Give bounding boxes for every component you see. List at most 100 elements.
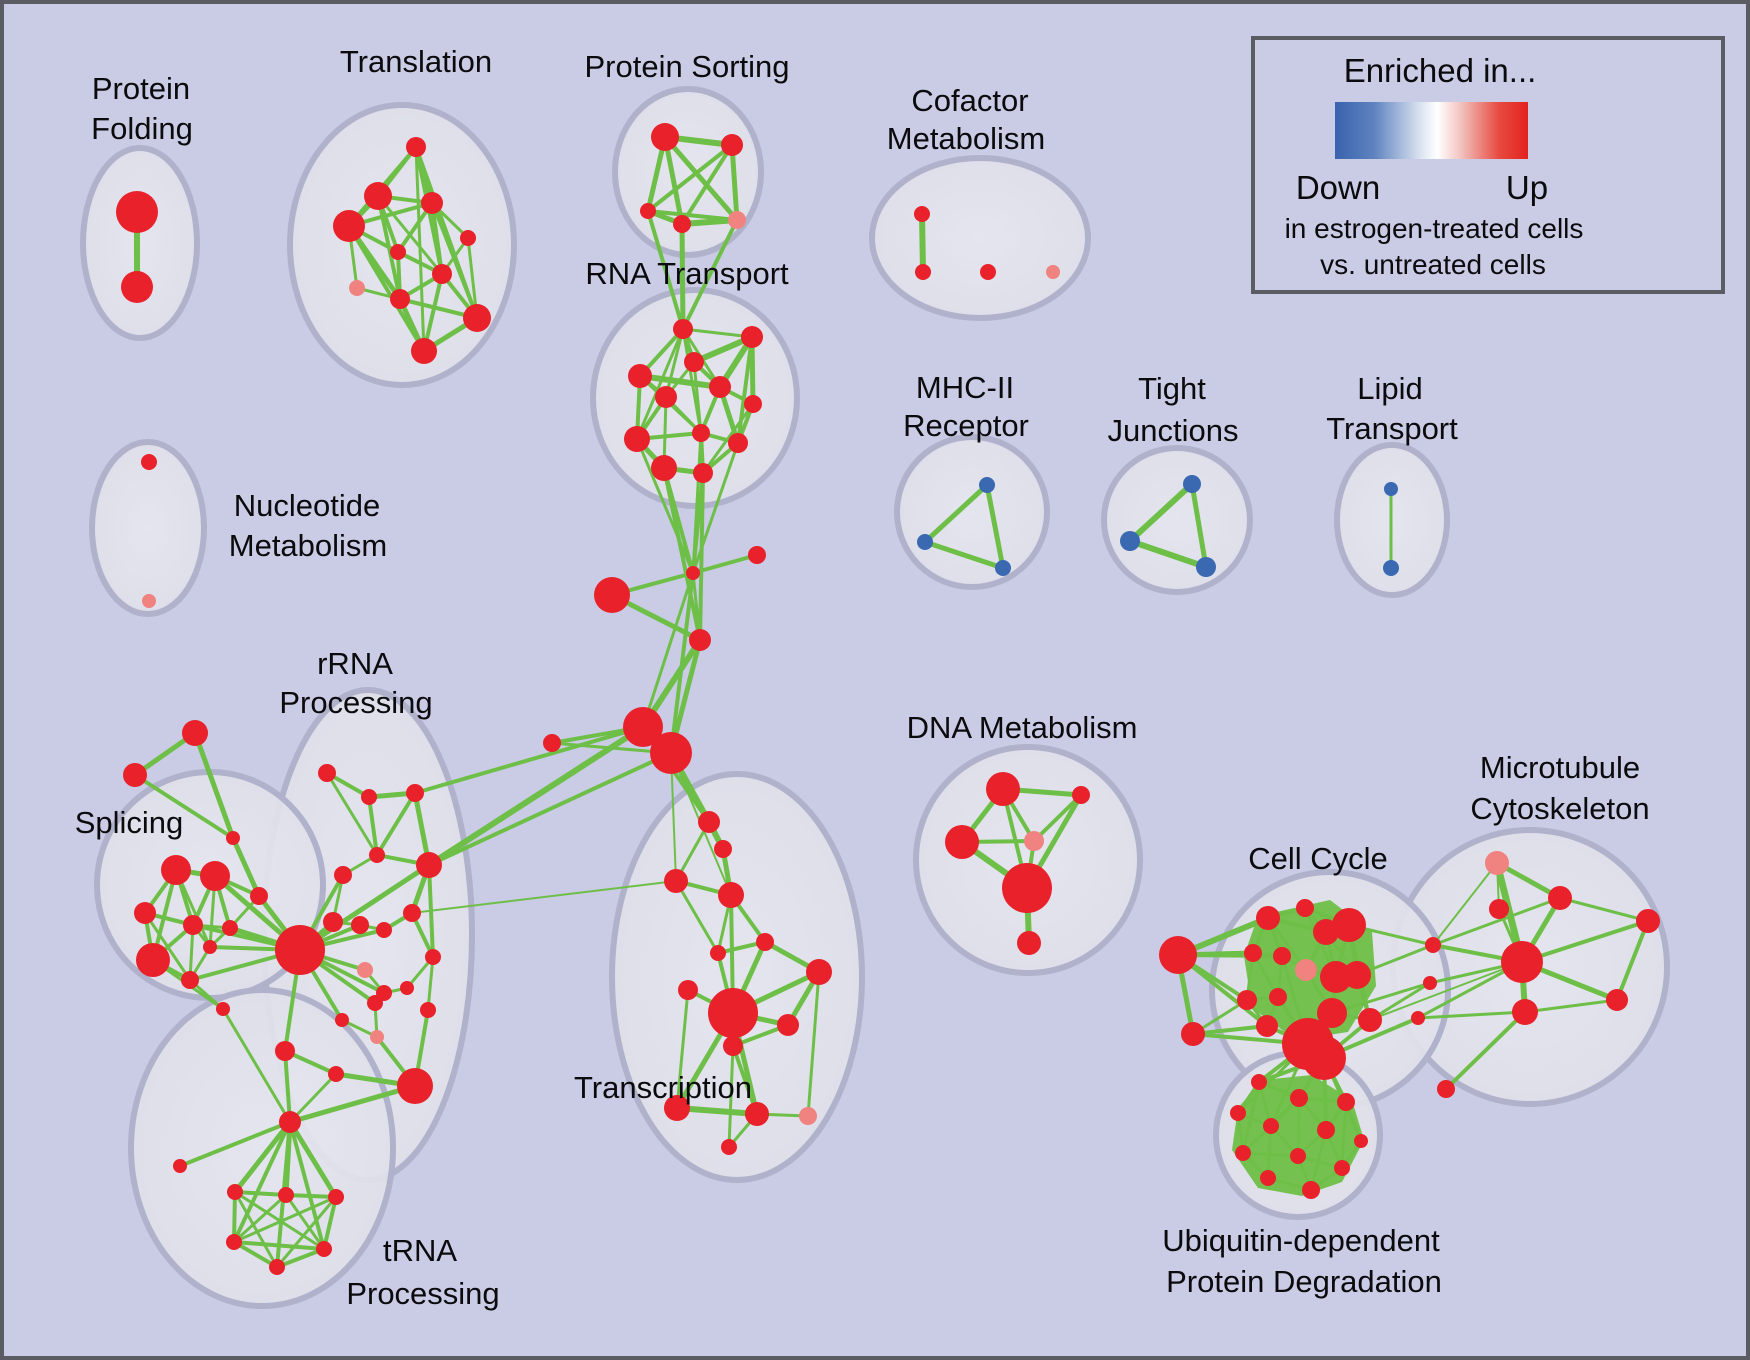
gene-set-node <box>182 720 208 746</box>
gene-set-node <box>278 1187 294 1203</box>
edge <box>1495 860 1562 901</box>
gene-set-node <box>1296 899 1314 917</box>
gene-set-node <box>226 1234 242 1250</box>
edge <box>427 724 645 868</box>
edge <box>646 143 734 213</box>
edge <box>221 1008 292 1123</box>
cluster-label-ubiquitin-protein-degradation: Ubiquitin-dependent <box>1162 1223 1440 1258</box>
cluster-dna-metabolism <box>913 744 1143 976</box>
gene-set-node <box>351 916 369 934</box>
edge <box>1331 981 1431 1015</box>
gene-set-node <box>390 244 406 260</box>
gene-set-node <box>1636 909 1660 933</box>
gene-set-node <box>123 763 147 787</box>
legend: Enriched in... Down Up in estrogen-treat… <box>1251 36 1725 294</box>
gene-set-node <box>357 962 373 978</box>
edge <box>1242 1151 1299 1158</box>
legend-up-label: Up <box>1506 169 1548 206</box>
edge <box>233 1195 337 1244</box>
gene-set-node <box>806 959 832 985</box>
gene-set-node <box>136 943 170 977</box>
edge <box>663 135 739 222</box>
gene-set-node <box>721 134 743 156</box>
edge <box>1432 862 1498 946</box>
gene-set-node <box>403 904 421 922</box>
gene-set-node <box>279 1111 301 1133</box>
gene-set-node <box>141 454 157 470</box>
gene-set-node <box>1302 1181 1320 1199</box>
cluster-label-protein-folding: Protein <box>92 71 190 106</box>
gene-set-node <box>200 861 230 891</box>
gene-set-node <box>116 191 158 233</box>
gene-set-node <box>1295 959 1317 981</box>
gene-set-node <box>1159 936 1197 974</box>
edge <box>347 224 426 353</box>
gene-set-node <box>1196 557 1216 577</box>
edge <box>288 1121 326 1250</box>
gene-set-node <box>678 980 698 1000</box>
gene-set-node <box>226 831 240 845</box>
gene-set-node <box>1244 944 1262 962</box>
edge <box>411 880 677 914</box>
legend-subtitle-line2: vs. untreated cells <box>1320 249 1546 280</box>
edge <box>428 751 672 867</box>
edge <box>322 1196 338 1250</box>
gene-set-node <box>1358 1008 1382 1032</box>
gene-set-node <box>361 789 377 805</box>
cluster-label-splicing: Splicing <box>75 805 184 840</box>
gene-set-node <box>721 1139 737 1155</box>
edge <box>422 273 444 352</box>
gene-set-node <box>1334 1160 1350 1176</box>
gene-set-node <box>1606 989 1628 1011</box>
edge <box>232 1121 292 1243</box>
gene-set-node <box>1183 475 1201 493</box>
gene-set-node <box>1237 990 1257 1010</box>
gene-set-node <box>335 1013 349 1027</box>
edge <box>679 223 686 330</box>
cluster-label-ubiquitin-protein-degradation: Protein Degradation <box>1166 1264 1442 1299</box>
gene-set-node <box>1437 1080 1455 1098</box>
gene-set-node <box>183 915 203 935</box>
edge <box>635 438 695 574</box>
edge <box>287 1120 339 1199</box>
gene-set-node <box>693 463 713 483</box>
gene-set-node <box>420 1002 436 1018</box>
edge <box>289 1083 416 1125</box>
gene-set-node <box>1332 908 1366 942</box>
gene-set-node <box>203 940 217 954</box>
gene-set-node <box>650 732 692 774</box>
cluster-label-microtubule-cytoskeleton: Cytoskeleton <box>1470 791 1649 826</box>
legend-title: Enriched in... <box>1344 52 1537 89</box>
edge <box>285 1193 337 1199</box>
edge <box>1369 961 1523 1021</box>
cluster-cofactor-metabolism <box>869 155 1091 321</box>
gene-set-node <box>173 1159 187 1173</box>
edge <box>736 336 754 444</box>
gene-set-node <box>714 840 732 858</box>
edge <box>1521 919 1649 964</box>
gene-set-node <box>406 137 426 157</box>
edge <box>288 1072 338 1124</box>
edge <box>1417 1010 1526 1020</box>
cluster-label-rrna-processing: Processing <box>279 685 432 720</box>
cluster-tight-junctions <box>1101 445 1253 595</box>
gene-set-node <box>370 1030 384 1044</box>
gene-set-node <box>161 855 191 885</box>
edge <box>325 772 379 856</box>
gene-set-node <box>1317 998 1347 1028</box>
gene-set-node <box>432 264 452 284</box>
edge <box>646 210 685 330</box>
gene-set-node <box>664 1095 690 1121</box>
gene-set-node <box>421 192 443 214</box>
edge <box>681 217 738 227</box>
gene-set-node <box>222 920 238 936</box>
gene-set-node <box>121 271 153 303</box>
cluster-label-protein-sorting: Protein Sorting <box>584 49 789 84</box>
edge <box>662 136 685 225</box>
edge <box>681 219 739 330</box>
gene-set-node <box>227 1184 243 1200</box>
cluster-label-translation: Translation <box>340 44 492 79</box>
gene-set-node <box>1290 1148 1306 1164</box>
